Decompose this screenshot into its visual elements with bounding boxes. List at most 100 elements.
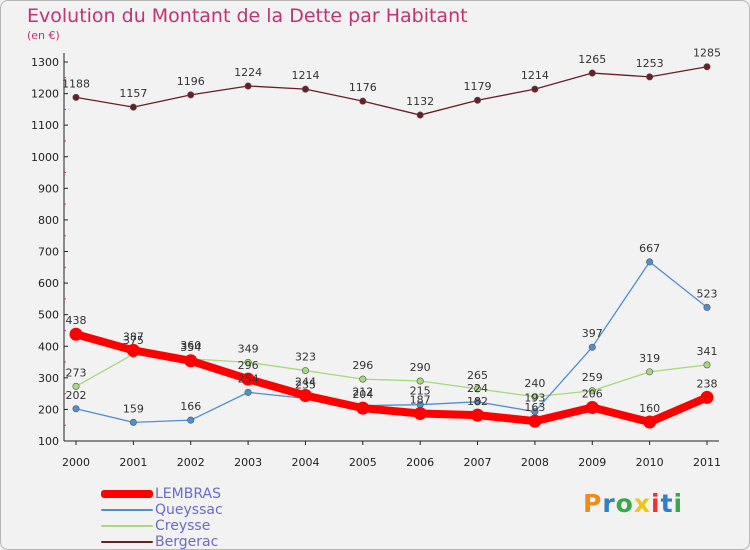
data-label-bergerac: 1224 (234, 66, 262, 79)
data-point-lembras (700, 390, 714, 404)
data-label-bergerac: 1214 (291, 69, 319, 82)
y-tick-label: 400 (38, 340, 59, 353)
data-point-queyssac (129, 418, 137, 426)
data-point-queyssac (703, 303, 711, 311)
x-tick-label: 2004 (291, 456, 319, 469)
x-tick-label: 2009 (578, 456, 606, 469)
x-tick-label: 2000 (62, 456, 90, 469)
data-label-creysse: 265 (467, 369, 488, 382)
x-tick-label: 2001 (119, 456, 147, 469)
data-label-creysse: 341 (697, 345, 718, 358)
y-tick-label: 1300 (31, 56, 59, 69)
data-label-lembras: 244 (295, 376, 316, 389)
legend-swatch-lembras (101, 490, 153, 498)
data-label-lembras: 206 (582, 388, 603, 401)
legend-label-queyssac: Queyssac (155, 502, 223, 518)
data-point-creysse (72, 382, 80, 390)
x-tick-label: 2002 (177, 456, 205, 469)
legend-label-lembras: LEMBRAS (155, 486, 221, 502)
data-label-queyssac: 193 (524, 392, 545, 405)
data-point-queyssac (646, 258, 654, 266)
data-label-creysse: 296 (352, 359, 373, 372)
data-point-bergerac (416, 111, 424, 119)
data-point-lembras (413, 407, 427, 421)
series-line-lembras (74, 330, 709, 427)
data-label-bergerac: 1214 (521, 69, 549, 82)
data-point-bergerac (474, 96, 482, 104)
data-label-creysse: 259 (582, 371, 603, 384)
legend-label-creysse: Creysse (155, 518, 211, 534)
data-label-lembras: 187 (410, 394, 431, 407)
data-label-lembras: 204 (352, 388, 373, 401)
data-point-creysse (359, 375, 367, 383)
data-point-lembras (471, 408, 485, 422)
unit-label: (en €) (27, 29, 60, 42)
data-label-queyssac: 166 (180, 400, 201, 413)
logo-letter: o (615, 489, 634, 518)
x-tick-label: 2010 (636, 456, 664, 469)
y-tick-label: 700 (38, 246, 59, 259)
data-point-bergerac (244, 82, 252, 90)
data-point-lembras (241, 372, 255, 386)
data-point-creysse (531, 393, 539, 401)
data-label-bergerac: 1132 (406, 95, 434, 108)
legend-swatch-queyssac (101, 509, 153, 511)
y-tick-label: 100 (38, 435, 59, 448)
data-label-queyssac: 159 (123, 402, 144, 415)
data-label-creysse: 323 (295, 351, 316, 364)
y-tick-label: 600 (38, 277, 59, 290)
data-point-bergerac (646, 73, 654, 81)
logo-letter: x (633, 489, 651, 518)
legend-swatch-bergerac (101, 541, 153, 543)
data-label-queyssac: 397 (582, 327, 603, 340)
data-point-lembras (184, 354, 198, 368)
x-tick-label: 2008 (521, 456, 549, 469)
data-label-creysse: 290 (410, 361, 431, 374)
x-tick-label: 2005 (349, 456, 377, 469)
data-point-creysse (474, 385, 482, 393)
data-point-bergerac (72, 93, 80, 101)
data-point-bergerac (359, 97, 367, 105)
data-point-queyssac (588, 343, 596, 351)
y-tick-label: 900 (38, 182, 59, 195)
data-point-bergerac (703, 63, 711, 71)
data-label-lembras: 163 (524, 401, 545, 414)
y-tick-label: 200 (38, 403, 59, 416)
data-label-bergerac: 1253 (636, 57, 664, 70)
data-label-bergerac: 1188 (62, 77, 90, 90)
data-label-creysse: 375 (123, 334, 144, 347)
data-point-creysse (244, 358, 252, 366)
data-label-bergerac: 1285 (693, 47, 721, 60)
data-point-lembras (69, 327, 83, 341)
data-label-queyssac: 202 (66, 389, 87, 402)
chart-title: Evolution du Montant de la Dette par Hab… (27, 5, 468, 27)
logo-letter: r (602, 489, 616, 518)
data-point-bergerac (301, 85, 309, 93)
data-point-queyssac (474, 398, 482, 406)
data-point-bergerac (129, 103, 137, 111)
data-label-lembras: 438 (66, 314, 87, 327)
data-label-bergerac: 1176 (349, 81, 377, 94)
data-point-lembras (356, 401, 370, 415)
x-tick-label: 2011 (693, 456, 721, 469)
data-point-queyssac (72, 405, 80, 413)
y-tick-label: 1100 (31, 119, 59, 132)
legend-label-bergerac: Bergerac (155, 534, 219, 550)
data-label-queyssac: 215 (410, 385, 431, 398)
x-tick-label: 2007 (464, 456, 492, 469)
data-label-lembras: 160 (639, 402, 660, 415)
data-label-bergerac: 1196 (177, 75, 205, 88)
data-point-lembras (528, 414, 542, 428)
legend-swatch-creysse (101, 525, 153, 527)
x-tick-label: 2006 (406, 456, 434, 469)
data-point-lembras (298, 389, 312, 403)
logo-letter: t (660, 489, 674, 518)
data-point-creysse (416, 377, 424, 385)
data-point-creysse (588, 387, 596, 395)
series-line-queyssac (75, 261, 708, 424)
data-label-creysse: 360 (180, 339, 201, 352)
data-label-creysse: 349 (238, 342, 259, 355)
data-point-creysse (703, 361, 711, 369)
